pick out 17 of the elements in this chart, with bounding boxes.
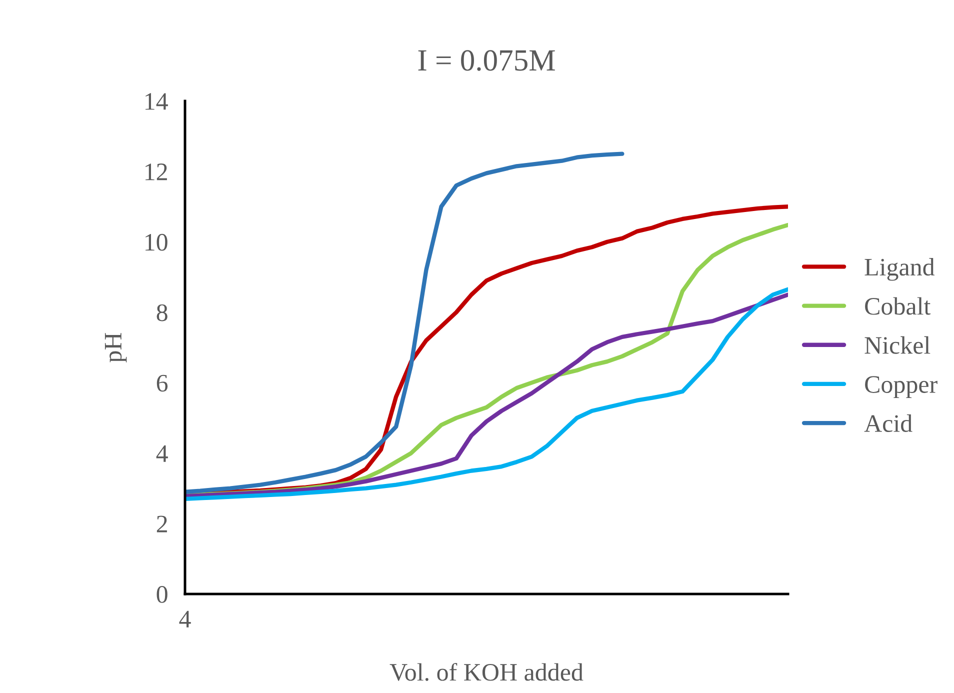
chart-title: I = 0.075M xyxy=(418,50,555,71)
y-tick-label: 0 xyxy=(156,586,168,603)
legend-label: Nickel xyxy=(864,336,930,354)
y-tick-label: 2 xyxy=(156,516,167,532)
x-axis-title: Vol. of KOH added xyxy=(390,662,584,681)
legend-label: Copper xyxy=(865,376,938,398)
y-tick-label: 6 xyxy=(156,374,168,392)
y-tick-label: 14 xyxy=(146,93,168,110)
legend-label: Ligand xyxy=(864,258,935,281)
legend-label: Acid xyxy=(864,414,912,432)
line-series xyxy=(185,152,624,494)
y-tick-label: 8 xyxy=(156,304,168,322)
y-tick-label: 10 xyxy=(146,234,168,251)
y-tick-label: 4 xyxy=(156,445,168,462)
y-axis-title: pH xyxy=(104,332,127,362)
y-tick-label: 12 xyxy=(146,164,167,180)
legend-label: Cobalt xyxy=(865,297,931,315)
